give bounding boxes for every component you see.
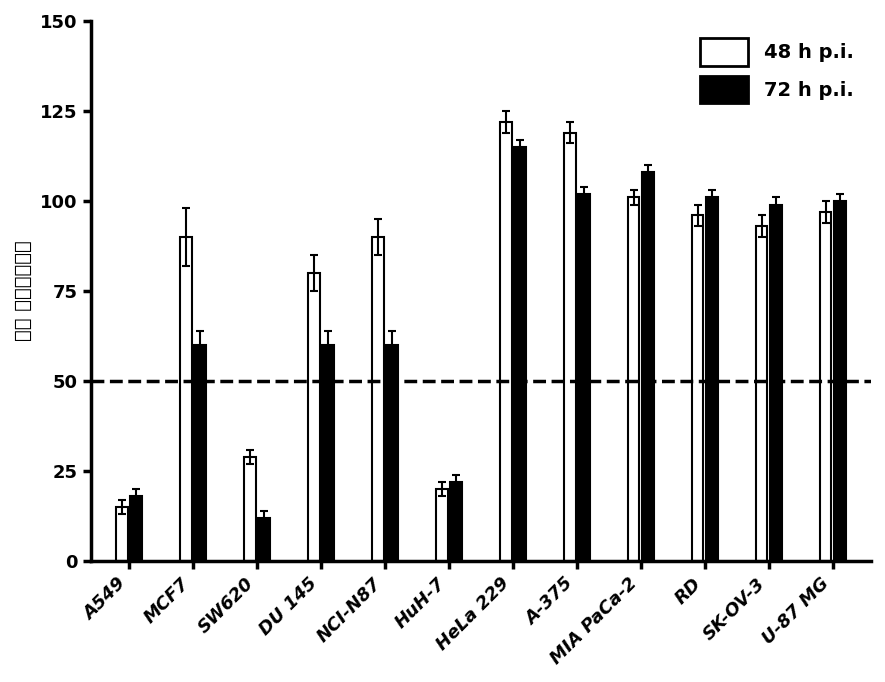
Bar [450,482,462,561]
Bar [642,173,653,561]
Bar [386,345,397,561]
Bar [692,216,704,561]
Legend: 48 h p.i., 72 h p.i.: 48 h p.i., 72 h p.i. [692,31,861,111]
Bar [770,205,781,561]
Bar [564,132,575,561]
Bar [834,201,845,561]
Bar [181,237,192,561]
Bar [628,197,640,561]
Bar [372,237,383,561]
Bar [244,457,256,561]
Bar [756,226,767,561]
Bar [258,518,270,561]
Bar [500,122,512,561]
Bar [578,194,589,561]
Bar [130,496,142,561]
Bar [116,507,127,561]
Bar [436,489,448,561]
Y-axis label: 细胞 存活率（％）: 细胞 存活率（％） [14,241,33,342]
Bar [194,345,205,561]
Bar [820,212,831,561]
Bar [706,197,718,561]
Bar [322,345,334,561]
Bar [308,273,319,561]
Bar [514,147,526,561]
